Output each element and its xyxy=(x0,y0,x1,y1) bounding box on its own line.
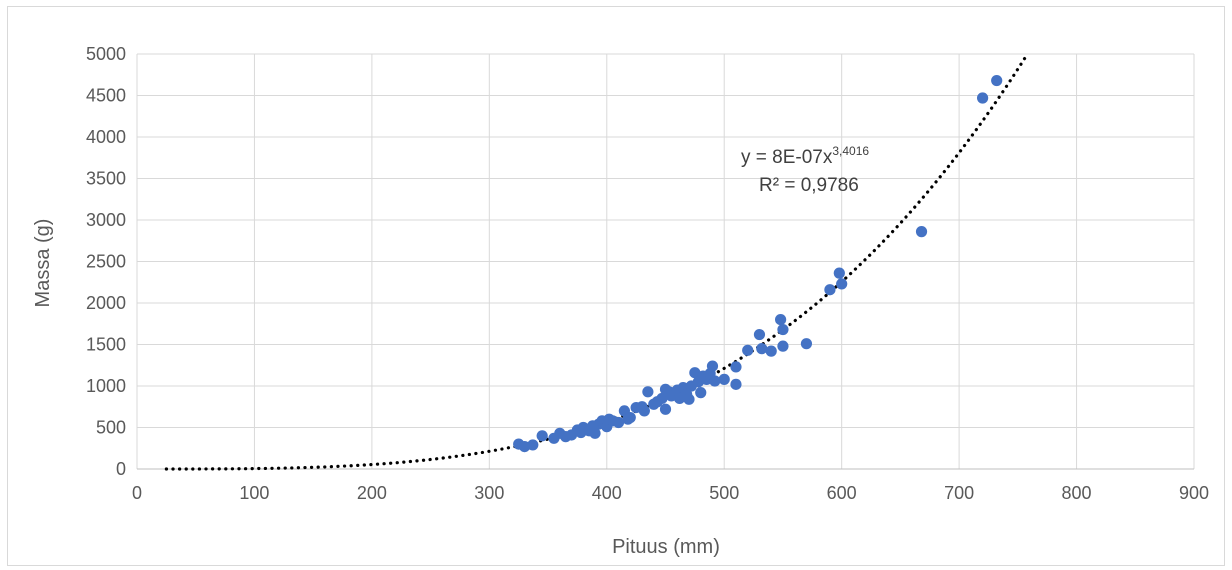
trendline-r-squared: R² = 0,9786 xyxy=(759,175,859,196)
y-tick-label: 5000 xyxy=(86,44,126,64)
x-tick-label: 300 xyxy=(474,483,504,503)
scatter-point xyxy=(709,375,721,387)
scatter-point xyxy=(777,340,789,352)
scatter-point xyxy=(753,328,766,341)
y-tick-label: 500 xyxy=(96,418,126,438)
y-axis-title: Massa (g) xyxy=(32,219,54,308)
scatter-point xyxy=(612,416,625,429)
trendline-equation-base: y = 8E-07x xyxy=(741,147,833,168)
y-tick-label: 3000 xyxy=(86,210,126,230)
scatter-point xyxy=(624,411,636,424)
scatter-point xyxy=(638,405,650,417)
x-axis-title: Pituus (mm) xyxy=(612,536,720,558)
scatter-point xyxy=(683,393,695,405)
tick-labels: 0500100015002000250030003500400045005000… xyxy=(86,44,1209,503)
y-tick-label: 4000 xyxy=(86,127,126,147)
scatter-point xyxy=(756,343,768,355)
y-tick-label: 2000 xyxy=(86,293,126,313)
x-tick-label: 500 xyxy=(709,483,739,503)
scatter-point xyxy=(730,378,742,390)
x-tick-label: 400 xyxy=(592,483,622,503)
scatter-point xyxy=(765,345,777,357)
y-tick-label: 2500 xyxy=(86,252,126,272)
x-tick-label: 900 xyxy=(1179,483,1209,503)
x-tick-label: 600 xyxy=(827,483,857,503)
scatter-point xyxy=(536,430,548,442)
scatter-point xyxy=(777,323,789,336)
y-tick-label: 1500 xyxy=(86,335,126,355)
trendline-equation: y = 8E-07x3,4016 xyxy=(741,144,869,168)
scatter-point xyxy=(915,226,928,238)
y-tick-label: 4500 xyxy=(86,86,126,106)
y-tick-label: 3500 xyxy=(86,169,126,189)
scatter-point xyxy=(706,360,719,372)
trendline-equation-exponent: 3,4016 xyxy=(832,144,869,158)
x-tick-label: 700 xyxy=(944,483,974,503)
scatter-point xyxy=(589,427,601,439)
x-tick-label: 100 xyxy=(239,483,269,503)
scatter-point xyxy=(977,92,989,104)
scatter-point xyxy=(659,403,672,415)
scatter-point xyxy=(775,314,787,326)
scatter-point xyxy=(527,439,539,451)
scatter-point xyxy=(718,373,730,385)
scatter-point xyxy=(836,278,848,290)
scatter-point xyxy=(695,387,707,399)
scatter-point xyxy=(742,344,754,356)
y-tick-label: 0 xyxy=(116,459,126,479)
x-tick-label: 800 xyxy=(1062,483,1092,503)
y-tick-label: 1000 xyxy=(86,376,126,396)
scatter-point xyxy=(656,392,668,405)
scatter-point xyxy=(824,284,836,296)
data-points xyxy=(513,74,1003,453)
x-tick-label: 0 xyxy=(132,483,142,503)
scatter-point xyxy=(833,267,845,279)
scatter-point xyxy=(800,338,813,350)
scatter-point xyxy=(642,386,654,398)
scatter-point xyxy=(730,361,742,373)
scatter-point xyxy=(991,74,1003,87)
chart-frame xyxy=(7,6,1225,566)
x-tick-label: 200 xyxy=(357,483,387,503)
